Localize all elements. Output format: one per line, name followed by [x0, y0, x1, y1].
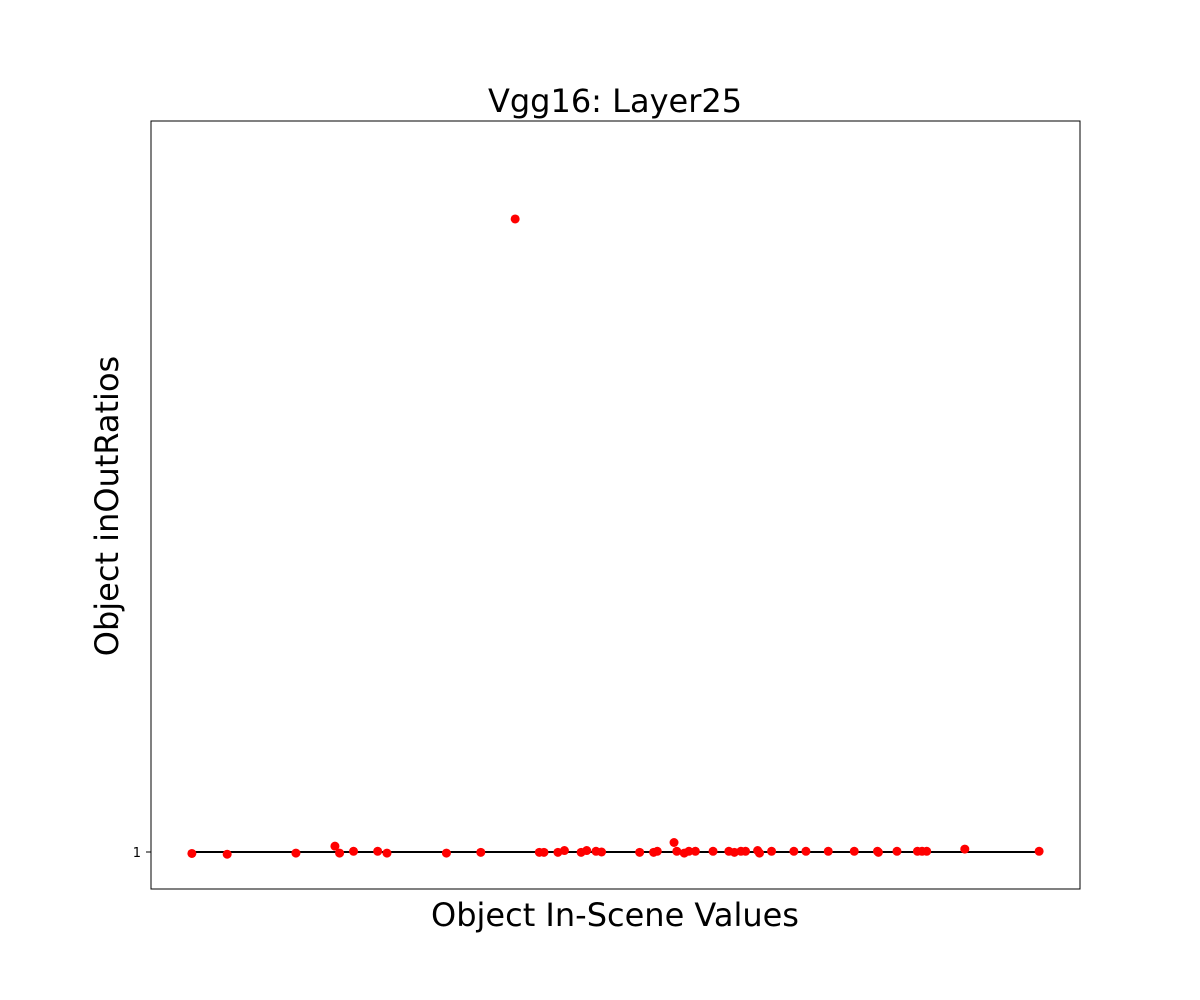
x-axis-label: Object In-Scene Values [431, 896, 799, 934]
data-point [708, 846, 718, 856]
data-point [922, 846, 932, 856]
data-point [382, 848, 392, 858]
data-point [684, 846, 694, 856]
data-point [291, 848, 301, 858]
data-point [741, 846, 751, 856]
data-point [849, 846, 859, 856]
data-point [349, 846, 359, 856]
y-axis-label: Object inOutRatios [88, 356, 126, 656]
data-points [187, 214, 1044, 859]
plot-frame [150, 120, 1081, 890]
data-point [960, 844, 970, 854]
data-point [823, 846, 833, 856]
chart-title: Vgg16: Layer25 [488, 82, 742, 120]
data-point [873, 847, 883, 857]
data-point [635, 847, 645, 857]
data-point [559, 846, 569, 856]
data-point [222, 849, 232, 859]
data-point [539, 847, 549, 857]
data-point [187, 848, 197, 858]
data-point [582, 846, 592, 856]
data-point [690, 846, 700, 856]
y-tick-label: 1 [133, 846, 141, 861]
data-point [441, 848, 451, 858]
data-point [669, 838, 679, 847]
data-point [767, 846, 777, 856]
y-axis-ticks: 1 [133, 846, 151, 861]
data-point [892, 846, 902, 856]
data-point [597, 847, 607, 857]
data-point [754, 848, 764, 858]
data-point [373, 846, 383, 856]
data-point [652, 846, 662, 856]
data-point [330, 841, 340, 851]
data-point [672, 846, 682, 856]
data-point [789, 846, 799, 856]
data-point [510, 214, 520, 224]
data-point [801, 846, 811, 856]
data-point [335, 848, 345, 858]
data-point [476, 847, 486, 857]
data-point [1034, 846, 1044, 856]
